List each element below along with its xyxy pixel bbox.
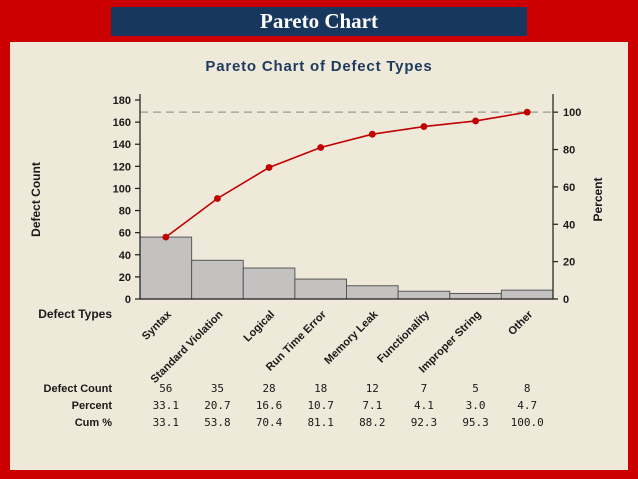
table-cell: 4.7 (517, 399, 537, 412)
chart-title: Pareto Chart of Defect Types (205, 58, 433, 75)
table-cell: 33.1 (153, 399, 180, 412)
cumulative-marker-5 (420, 123, 428, 130)
table-cell: 5 (472, 382, 479, 395)
bar-4 (346, 285, 399, 300)
left-tick-label: 120 (113, 161, 131, 173)
bar-1 (191, 259, 244, 300)
cumulative-line (165, 111, 528, 238)
right-tick-label: 60 (563, 182, 575, 194)
table-cell: 53.8 (204, 416, 231, 429)
bar-3 (294, 278, 347, 300)
right-tick-label: 80 (563, 145, 575, 157)
table-row-label-0: Defect Count (44, 383, 113, 395)
table-cell: 70.4 (256, 416, 283, 429)
left-tick-label: 0 (125, 294, 131, 306)
table-cell: 3.0 (466, 399, 486, 412)
left-axis-title: Defect Count (29, 162, 43, 237)
bar-5 (397, 290, 451, 300)
page-title: Pareto Chart (260, 9, 378, 33)
table-cell: 18 (314, 382, 327, 395)
table-cell: 56 (159, 382, 172, 395)
bar-0 (139, 236, 193, 300)
table-cell: 81.1 (307, 416, 334, 429)
category-label-5: Functionality (375, 308, 433, 366)
table-cell: 33.1 (153, 416, 180, 429)
left-tick-label: 40 (119, 250, 131, 262)
header-bar: Pareto Chart (111, 7, 527, 36)
cumulative-marker-6 (472, 117, 479, 125)
table-cell: 20.7 (204, 399, 231, 412)
category-label-2: Logical (241, 309, 277, 345)
x-axis-title: Defect Types (38, 307, 112, 321)
bars-group (139, 236, 554, 300)
left-tick-label: 160 (113, 117, 131, 129)
cumulative-marker-1 (214, 195, 221, 202)
table-cell: 12 (366, 382, 379, 395)
left-tick-label: 60 (119, 228, 131, 240)
right-tick-label: 40 (563, 219, 575, 231)
table-cell: 35 (211, 382, 224, 395)
category-label-7: Other (506, 308, 536, 338)
pareto-chart: 0 20 40 60 80 100 120 140 160 180 0 20 40 60 80 100 Synt… (29, 94, 605, 429)
right-tick-label: 20 (563, 257, 575, 269)
table-row-label-2: Cum % (75, 417, 113, 429)
bar-2 (242, 267, 296, 300)
table-cell: 16.6 (256, 399, 283, 412)
left-tick-label: 100 (113, 183, 131, 195)
table-cell: 100.0 (511, 416, 544, 429)
table-cell: 88.2 (359, 416, 386, 429)
cumulative-marker-2 (265, 164, 273, 171)
cumulative-marker-4 (368, 130, 376, 138)
table-cell: 4.1 (414, 399, 434, 412)
left-tick-label: 20 (119, 272, 131, 284)
cumulative-marker-7 (523, 108, 531, 116)
left-tick-label: 140 (113, 139, 131, 151)
cumulative-marker-0 (162, 233, 170, 241)
bar-6 (449, 292, 502, 300)
bar-7 (500, 289, 554, 300)
right-tick-label: 0 (563, 294, 569, 306)
chart-panel: 0 20 40 60 80 100 120 140 160 180 0 20 40 60 80 100 Synt… (10, 42, 628, 470)
category-label-0: Syntax (140, 308, 175, 343)
table-cell: 92.3 (411, 416, 438, 429)
left-tick-label: 180 (113, 95, 131, 107)
right-tick-label: 100 (563, 107, 581, 119)
cumulative-marker-3 (317, 144, 325, 151)
right-axis-title: Percent (591, 177, 605, 221)
table-cell: 95.3 (462, 416, 489, 429)
table-cell: 8 (524, 382, 531, 395)
table-cell: 7.1 (362, 399, 382, 412)
table-cell: 7 (421, 382, 428, 395)
table-cell: 28 (262, 382, 275, 395)
table-cell: 10.7 (307, 399, 334, 412)
table-row-label-1: Percent (72, 400, 113, 412)
category-label-4: Memory Leak (322, 308, 381, 367)
left-tick-label: 80 (119, 206, 131, 218)
